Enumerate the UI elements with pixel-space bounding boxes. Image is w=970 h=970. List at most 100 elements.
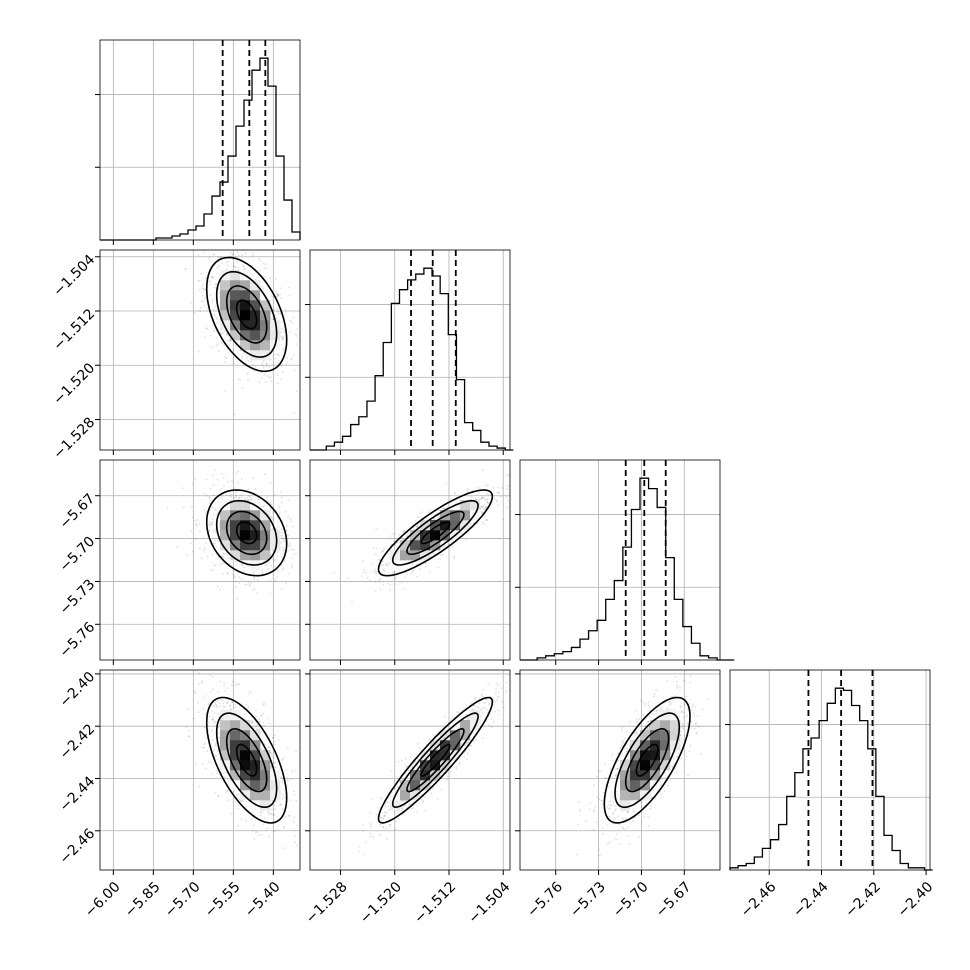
scatter-point — [393, 583, 396, 585]
scatter-point — [497, 486, 500, 489]
scatter-point — [214, 792, 217, 794]
scatter-point — [234, 344, 237, 347]
scatter-point — [283, 331, 286, 333]
scatter-point — [227, 334, 230, 337]
scatter-point — [201, 746, 204, 749]
density-cell — [220, 300, 231, 311]
scatter-point — [390, 770, 392, 772]
scatter-point — [290, 566, 293, 569]
scatter-point — [260, 731, 263, 733]
scatter-point — [276, 308, 279, 310]
scatter-point — [501, 700, 504, 703]
scatter-point — [244, 267, 247, 270]
density-cell — [220, 270, 231, 281]
scatter-point — [260, 811, 263, 814]
scatter-point — [224, 776, 226, 778]
density-cell — [270, 530, 281, 541]
scatter-point — [415, 526, 418, 528]
scatter-point — [304, 570, 306, 572]
scatter-point — [383, 570, 386, 572]
scatter-point — [424, 562, 427, 565]
scatter-point — [218, 292, 221, 294]
scatter-point — [346, 577, 349, 580]
scatter-point — [264, 263, 267, 266]
scatter-point — [401, 809, 404, 812]
scatter-point — [215, 705, 218, 707]
density-cell — [230, 320, 241, 331]
scatter-point — [502, 706, 505, 709]
scatter-point — [209, 256, 211, 258]
scatter-point — [486, 500, 489, 503]
scatter-point — [283, 825, 285, 828]
scatter-point — [380, 564, 383, 567]
scatter-point — [492, 486, 494, 489]
scatter-point — [387, 805, 390, 808]
density-cell — [250, 780, 261, 791]
scatter-point — [394, 544, 397, 546]
scatter-point — [288, 286, 290, 289]
scatter-point — [231, 480, 233, 483]
scatter-point — [267, 567, 270, 570]
scatter-point — [452, 715, 454, 718]
scatter-point — [213, 712, 216, 714]
scatter-point — [235, 564, 238, 566]
scatter-point — [472, 489, 474, 492]
scatter-point — [281, 536, 284, 538]
density-cell — [220, 710, 231, 721]
scatter-point — [383, 567, 385, 570]
scatter-point — [206, 555, 209, 558]
scatter-point — [282, 336, 284, 338]
scatter-point — [225, 553, 228, 556]
scatter-point — [205, 542, 207, 545]
scatter-point — [369, 832, 372, 835]
scatter-point — [263, 725, 266, 728]
scatter-point — [202, 284, 204, 287]
scatter-point — [195, 522, 197, 524]
scatter-point — [616, 833, 619, 835]
scatter-point — [190, 542, 192, 545]
density-cell — [420, 750, 431, 761]
axes-frame — [309, 669, 511, 871]
scatter-point — [263, 267, 266, 270]
density-cell — [220, 720, 231, 731]
scatter-point — [494, 700, 497, 703]
scatter-point — [182, 506, 185, 509]
scatter-point — [190, 530, 193, 533]
scatter-point — [251, 264, 254, 267]
scatter-point — [220, 495, 223, 497]
scatter-point — [235, 580, 237, 583]
scatter-point — [266, 375, 269, 377]
scatter-point — [251, 811, 254, 813]
scatter-point — [261, 571, 264, 574]
scatter-point — [254, 831, 257, 833]
scatter-point — [198, 672, 201, 675]
scatter-point — [366, 576, 369, 579]
scatter-point — [469, 523, 472, 525]
scatter-point — [502, 518, 505, 521]
scatter-point — [387, 582, 389, 585]
scatter-point — [469, 744, 472, 747]
density-cell — [240, 760, 251, 771]
scatter-point — [198, 711, 200, 713]
scatter-point — [267, 812, 270, 814]
density-cell — [250, 540, 261, 551]
scatter-point — [191, 516, 194, 519]
histogram-panel-2 — [305, 249, 514, 455]
scatter-point — [295, 800, 298, 802]
scatter-point — [282, 370, 284, 373]
density-cell — [260, 340, 271, 351]
scatter-point — [235, 794, 238, 796]
scatter-point — [205, 327, 208, 329]
scatter-point — [267, 810, 270, 813]
scatter-point — [220, 333, 223, 336]
panel-content — [520, 670, 720, 870]
scatter-point — [230, 495, 233, 498]
scatter-point — [268, 722, 271, 725]
scatter-point — [488, 703, 490, 705]
scatter-point — [467, 718, 470, 721]
density-cell — [240, 730, 251, 741]
density-cell — [220, 540, 231, 551]
scatter-point — [193, 690, 196, 693]
scatter-point — [615, 772, 618, 775]
scatter-point — [482, 706, 484, 709]
